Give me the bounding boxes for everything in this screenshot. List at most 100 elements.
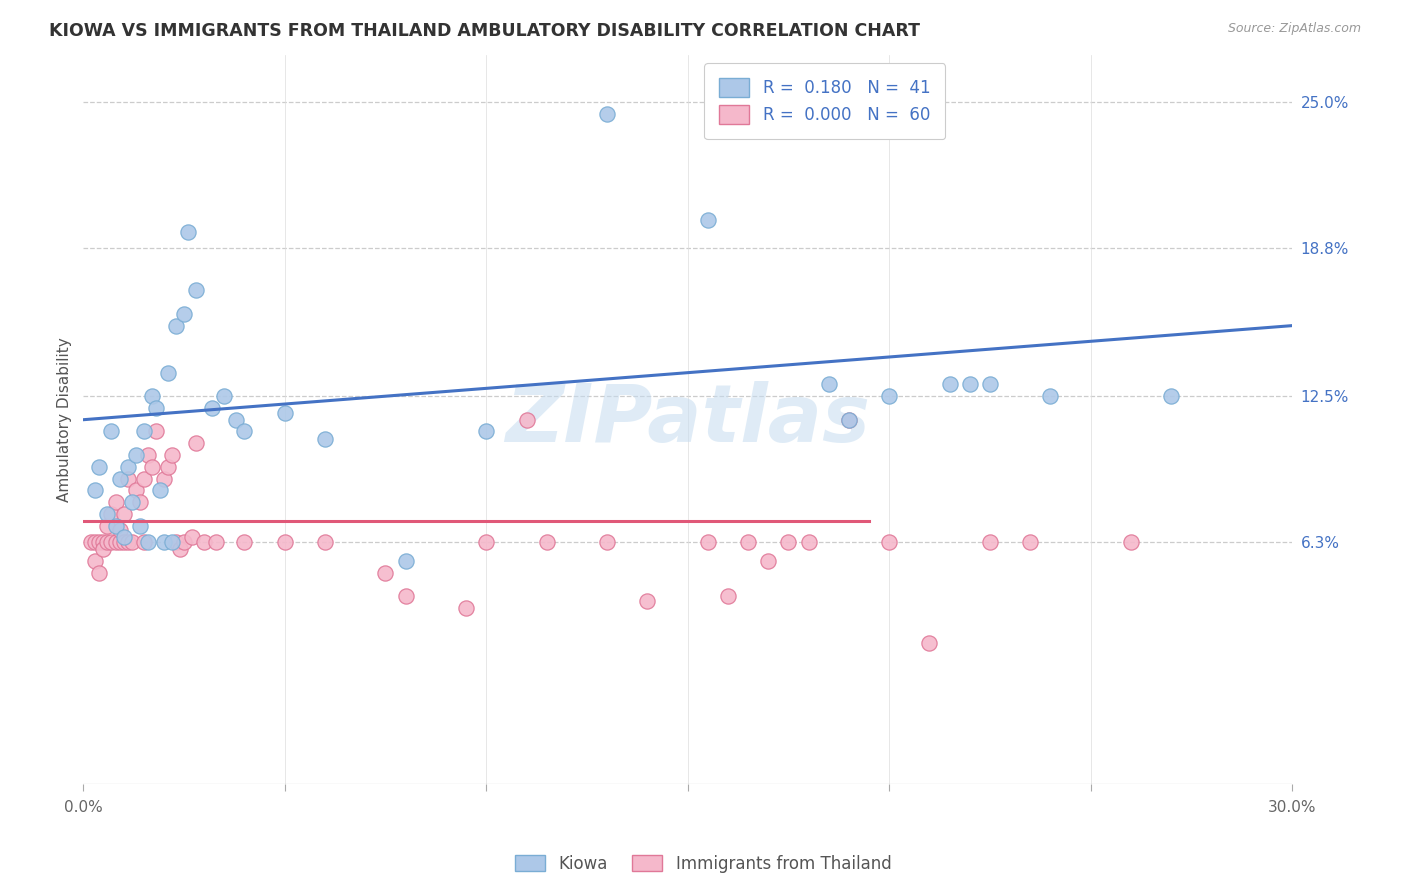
- Point: [233, 425, 256, 439]
- Point: [756, 554, 779, 568]
- Point: [737, 535, 759, 549]
- Point: [314, 432, 336, 446]
- Point: [696, 535, 718, 549]
- Point: [225, 413, 247, 427]
- Text: Source: ZipAtlas.com: Source: ZipAtlas.com: [1227, 22, 1361, 36]
- Point: [124, 483, 146, 498]
- Point: [96, 535, 118, 549]
- Point: [104, 535, 127, 549]
- Point: [112, 535, 135, 549]
- Point: [515, 413, 537, 427]
- Point: [274, 406, 297, 420]
- Point: [100, 425, 122, 439]
- Point: [96, 518, 118, 533]
- Point: [959, 377, 981, 392]
- Text: KIOWA VS IMMIGRANTS FROM THAILAND AMBULATORY DISABILITY CORRELATION CHART: KIOWA VS IMMIGRANTS FROM THAILAND AMBULA…: [49, 22, 920, 40]
- Point: [117, 471, 139, 485]
- Point: [80, 535, 103, 549]
- Point: [128, 518, 150, 533]
- Point: [132, 471, 155, 485]
- Point: [877, 535, 900, 549]
- Point: [136, 535, 159, 549]
- Point: [454, 600, 477, 615]
- Point: [141, 389, 163, 403]
- Point: [112, 530, 135, 544]
- Point: [636, 594, 658, 608]
- Point: [141, 459, 163, 474]
- Point: [395, 554, 418, 568]
- Point: [160, 448, 183, 462]
- Point: [100, 535, 122, 549]
- Point: [84, 554, 107, 568]
- Point: [205, 535, 228, 549]
- Y-axis label: Ambulatory Disability: Ambulatory Disability: [58, 337, 72, 502]
- Point: [121, 535, 143, 549]
- Point: [156, 459, 179, 474]
- Point: [173, 307, 195, 321]
- Point: [104, 495, 127, 509]
- Point: [124, 448, 146, 462]
- Point: [165, 535, 187, 549]
- Point: [156, 366, 179, 380]
- Point: [184, 436, 207, 450]
- Point: [979, 535, 1001, 549]
- Point: [797, 535, 820, 549]
- Point: [132, 425, 155, 439]
- Point: [596, 535, 619, 549]
- Point: [136, 448, 159, 462]
- Point: [918, 636, 941, 650]
- Legend: R =  0.180   N =  41, R =  0.000   N =  60: R = 0.180 N = 41, R = 0.000 N = 60: [704, 63, 945, 139]
- Point: [153, 535, 176, 549]
- Point: [1160, 389, 1182, 403]
- Point: [475, 425, 498, 439]
- Point: [153, 471, 176, 485]
- Point: [817, 377, 839, 392]
- Point: [596, 107, 619, 121]
- Point: [112, 507, 135, 521]
- Point: [938, 377, 960, 392]
- Point: [214, 389, 236, 403]
- Point: [838, 413, 860, 427]
- Point: [145, 425, 167, 439]
- Point: [177, 225, 200, 239]
- Point: [1019, 535, 1042, 549]
- Point: [169, 542, 191, 557]
- Point: [84, 535, 107, 549]
- Point: [100, 507, 122, 521]
- Point: [877, 389, 900, 403]
- Point: [717, 589, 740, 603]
- Point: [778, 535, 800, 549]
- Point: [149, 483, 172, 498]
- Point: [233, 535, 256, 549]
- Point: [1039, 389, 1062, 403]
- Point: [165, 318, 187, 333]
- Point: [184, 284, 207, 298]
- Point: [117, 459, 139, 474]
- Point: [1119, 535, 1142, 549]
- Point: [108, 535, 131, 549]
- Point: [89, 459, 111, 474]
- Point: [93, 542, 115, 557]
- Point: [145, 401, 167, 415]
- Point: [128, 495, 150, 509]
- Point: [193, 535, 215, 549]
- Text: ZIPatlas: ZIPatlas: [505, 381, 870, 458]
- Point: [314, 535, 336, 549]
- Point: [173, 535, 195, 549]
- Point: [108, 471, 131, 485]
- Point: [696, 212, 718, 227]
- Point: [89, 535, 111, 549]
- Point: [132, 535, 155, 549]
- Point: [201, 401, 224, 415]
- Point: [274, 535, 297, 549]
- Point: [374, 566, 396, 580]
- Point: [475, 535, 498, 549]
- Point: [108, 523, 131, 537]
- Point: [89, 566, 111, 580]
- Point: [117, 535, 139, 549]
- Point: [979, 377, 1001, 392]
- Point: [160, 535, 183, 549]
- Point: [395, 589, 418, 603]
- Point: [121, 495, 143, 509]
- Legend: Kiowa, Immigrants from Thailand: Kiowa, Immigrants from Thailand: [508, 848, 898, 880]
